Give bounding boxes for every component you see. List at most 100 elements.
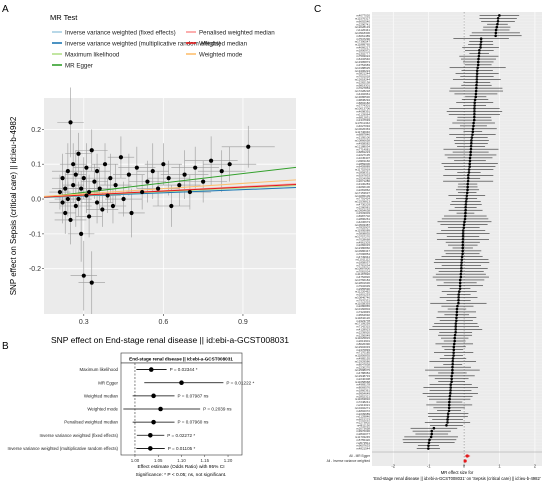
- snp-label: rs11658668: [355, 380, 370, 384]
- snp-label: rs10188625: [355, 66, 371, 70]
- snp-label: rs9607633: [356, 444, 370, 448]
- snp-point: [60, 176, 65, 181]
- snp-label: rs10503387: [355, 223, 371, 227]
- snp-label: rs10954638: [355, 208, 371, 212]
- snp-label: rs9266106: [356, 185, 370, 189]
- snp-label: rs9976036: [356, 429, 370, 433]
- snp-label: rs13406224: [355, 69, 371, 73]
- snp-label: rs1347693: [356, 118, 370, 122]
- snp-rows: rs4077020rs11576327rs6692540rs2290741rs1…: [355, 14, 522, 451]
- snp-estimate-point: [474, 92, 478, 96]
- snp-label: rs6987702: [356, 214, 370, 218]
- snp-estimate-point: [461, 237, 465, 241]
- snp-label: rs9381160: [357, 159, 371, 163]
- snp-label: rs8026390: [356, 342, 370, 346]
- snp-point: [140, 189, 145, 195]
- snp-label: rs1923778: [356, 319, 370, 323]
- snp-estimate-point: [496, 19, 500, 23]
- snp-point: [94, 200, 100, 205]
- snp-point: [86, 214, 92, 219]
- snp-label: rs2071286: [356, 179, 370, 183]
- snp-estimate-point: [468, 165, 471, 168]
- snp-label: rs4077020: [356, 14, 370, 18]
- snp-estimate-point: [476, 63, 480, 67]
- snp-estimate-point: [446, 421, 449, 424]
- snp-forest-area: [372, 12, 542, 466]
- snp-label: rs7170185: [356, 351, 370, 355]
- snp-estimate-point: [457, 299, 460, 302]
- snp-point: [193, 165, 198, 170]
- snp-label: rs7932939: [356, 284, 370, 288]
- snp-estimate-point: [455, 307, 459, 311]
- snp-point: [219, 169, 224, 174]
- snp-estimate-point: [472, 124, 475, 128]
- snp-label: rs7547290: [356, 37, 370, 41]
- x-tick-label: 0.9: [238, 319, 248, 326]
- snp-x-label-line2: 'End-stage renal disease || id:ebi-a-GCS…: [373, 476, 540, 481]
- snp-label: rs7791424: [356, 197, 370, 201]
- snp-point: [246, 144, 251, 149]
- snp-label: rs10026363: [355, 127, 371, 131]
- forest-x-tick-label: 1.10: [177, 458, 186, 463]
- snp-label: rs7324845: [356, 310, 370, 314]
- snp-point: [92, 179, 97, 184]
- snp-estimate-point: [428, 438, 431, 442]
- snp-label: rs12948733: [355, 374, 371, 378]
- snp-estimate-point: [473, 107, 476, 110]
- significance-caption: Significance: * P < 0.05; ns, not signif…: [136, 472, 227, 478]
- snp-label: rs4730203: [356, 202, 370, 206]
- method-label: Inverse variance weighted (fixed effects…: [39, 433, 118, 438]
- snp-x-tick-label: 0: [463, 464, 466, 469]
- snp-label: rs12904033: [355, 345, 371, 349]
- snp-label: rs2859006: [356, 162, 370, 166]
- snp-point: [177, 182, 182, 188]
- snp-label: rs9564692: [356, 313, 370, 317]
- snp-label: rs17153637: [355, 191, 371, 195]
- snp-label: rs2896261: [356, 217, 370, 221]
- snp-label: rs11011112: [356, 258, 371, 262]
- snp-label: rs10887800: [355, 266, 371, 270]
- snp-label: rs10866658: [355, 139, 371, 143]
- snp-estimate-point: [459, 269, 463, 273]
- snp-point: [113, 182, 118, 188]
- snp-label: rs3774301: [356, 104, 370, 108]
- snp-estimate-point: [475, 69, 479, 72]
- snp-label: rs1533003: [356, 211, 370, 215]
- snp-label: rs2302777: [356, 51, 370, 55]
- snp-estimate-point: [468, 159, 472, 163]
- snp-estimate-point: [476, 60, 480, 64]
- snp-estimate-point: [453, 333, 457, 337]
- snp-label: rs6804182: [356, 101, 370, 105]
- snp-x-label-line1: MR effect size for: [441, 470, 474, 475]
- snp-estimate-point: [455, 316, 458, 320]
- snp-label: rs13395873: [355, 60, 371, 64]
- snp-point: [79, 186, 84, 191]
- snp-point: [76, 196, 81, 202]
- snp-label: rs1256049: [356, 333, 370, 337]
- snp-label: rs4985155: [356, 357, 370, 361]
- panel-a-letter: A: [2, 4, 9, 15]
- snp-estimate-point: [458, 278, 462, 282]
- snp-estimate-point: [496, 22, 499, 26]
- snp-estimate-point: [475, 81, 479, 84]
- estimate-point: [179, 380, 184, 386]
- snp-label: rs3808835: [356, 232, 370, 236]
- snp-estimate-point: [458, 284, 462, 288]
- snp-estimate-point: [469, 150, 472, 154]
- snp-label: rs2282015: [356, 243, 370, 247]
- snp-estimate-point: [479, 46, 482, 49]
- snp-point: [187, 189, 192, 195]
- snp-estimate-point: [458, 287, 462, 290]
- snp-estimate-point: [457, 301, 460, 305]
- legend: Inverse variance weighted (fixed effects…: [52, 29, 275, 69]
- snp-point: [129, 210, 134, 216]
- snp-label: rs11058393: [355, 301, 370, 305]
- snp-label: rs4811150: [357, 423, 371, 427]
- snp-x-tick-label: -2: [391, 464, 395, 469]
- snp-label: rs6881223: [356, 150, 370, 154]
- snp-point: [150, 169, 155, 174]
- snp-estimate-point: [461, 235, 465, 238]
- snp-point: [118, 155, 124, 160]
- snp-label: rs11746040: [355, 130, 370, 134]
- snp-point: [134, 165, 139, 170]
